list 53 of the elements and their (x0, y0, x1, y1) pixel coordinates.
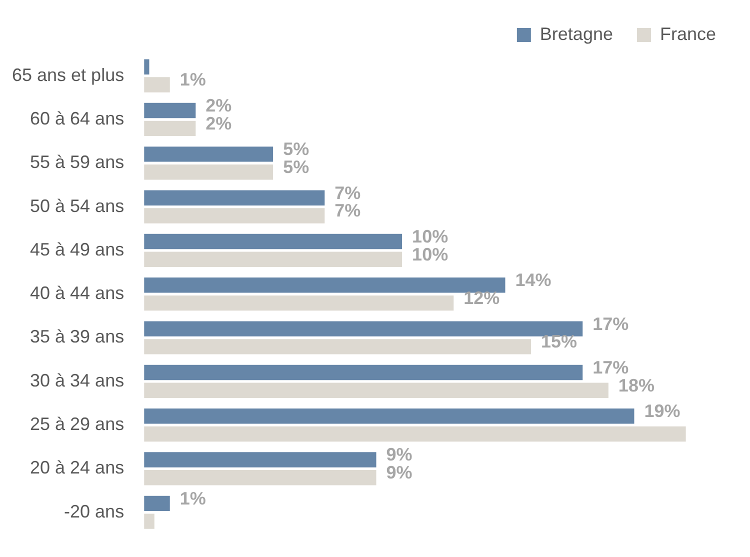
y-tick-label: -20 ans (64, 501, 124, 522)
y-tick-label: 30 à 34 ans (30, 370, 124, 390)
bar (144, 295, 454, 311)
bar (144, 252, 402, 267)
y-tick-label: 35 à 39 ans (30, 326, 124, 347)
bar (144, 496, 170, 512)
data-label: 7% (334, 200, 361, 221)
legend-label: France (660, 24, 716, 44)
data-label: 9% (386, 444, 412, 465)
bar (144, 470, 376, 486)
data-label: 1% (180, 70, 206, 90)
bar (144, 77, 170, 92)
bar (144, 514, 154, 529)
bar (144, 382, 608, 398)
bar (144, 164, 274, 180)
y-tick-label: 25 à 29 ans (30, 414, 124, 434)
data-label: 7% (334, 182, 361, 203)
data-label: 5% (283, 139, 310, 160)
data-label: 1% (180, 488, 206, 508)
data-label: 15% (541, 332, 578, 352)
y-tick-label: 45 à 49 ans (30, 239, 124, 260)
bar (144, 146, 274, 162)
bar (144, 234, 402, 250)
data-label: 10% (412, 244, 448, 264)
bar (144, 102, 196, 118)
bar (144, 190, 325, 206)
data-label: 2% (206, 96, 232, 116)
data-label: 19% (644, 401, 680, 422)
bar (144, 339, 532, 354)
bar (144, 364, 583, 380)
bar (144, 452, 376, 468)
data-label: 17% (592, 357, 629, 378)
data-label: 14% (515, 270, 552, 290)
data-label: 2% (206, 113, 232, 134)
y-tick-label: 65 ans et plus (12, 64, 124, 85)
data-label: 10% (412, 226, 448, 246)
y-tick-label: 60 à 64 ans (30, 108, 124, 128)
bar (144, 208, 325, 224)
legend-label: Bretagne (540, 24, 613, 44)
data-label: 17% (592, 314, 629, 334)
data-label: 9% (386, 462, 412, 483)
data-label: 12% (464, 288, 500, 308)
y-tick-label: 55 à 59 ans (30, 152, 124, 172)
y-tick-label: 50 à 54 ans (30, 196, 124, 216)
bar (144, 408, 634, 424)
y-tick-label: 40 à 44 ans (30, 283, 124, 304)
bar (144, 120, 196, 136)
bar (144, 426, 686, 442)
data-label: 5% (283, 157, 310, 178)
bar (144, 278, 506, 293)
bar (144, 321, 583, 336)
y-tick-label: 20 à 24 ans (30, 458, 124, 478)
data-label: 18% (618, 375, 654, 396)
